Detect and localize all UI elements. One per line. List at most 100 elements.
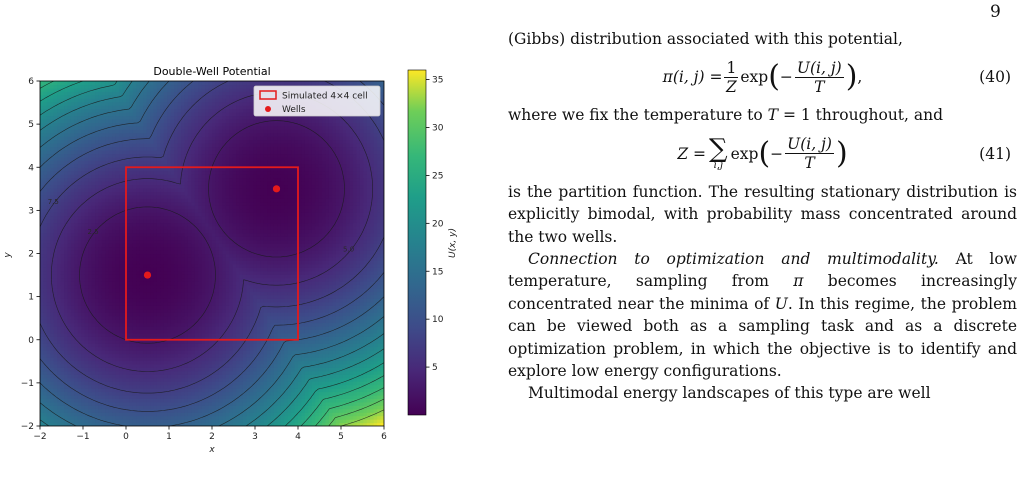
heat-cell: [57, 87, 62, 92]
heat-cell: [181, 184, 186, 189]
heat-cell: [112, 350, 117, 355]
heat-cell: [98, 212, 103, 217]
heat-cell: [146, 322, 151, 327]
heat-cell: [198, 153, 203, 158]
heat-cell: [143, 381, 148, 386]
heat-cell: [91, 194, 96, 199]
heat-cell: [132, 184, 137, 189]
heat-cell: [122, 205, 127, 210]
heat-cell: [46, 267, 51, 272]
heat-cell: [64, 267, 69, 272]
heat-cell: [187, 357, 192, 362]
heat-cell: [105, 332, 110, 337]
heat-cell: [119, 260, 124, 265]
heat-cell: [126, 394, 131, 399]
heat-cell: [57, 308, 62, 313]
heat-cell: [146, 336, 151, 341]
heat-cell: [98, 263, 103, 268]
heat-cell: [126, 156, 131, 161]
heat-cell: [205, 394, 210, 399]
heat-cell: [150, 232, 155, 237]
heat-cell: [108, 236, 113, 241]
heat-cell: [46, 381, 51, 386]
heat-cell: [95, 370, 100, 375]
heat-cell: [156, 353, 161, 358]
heat-cell: [126, 229, 131, 234]
heat-cell: [143, 91, 148, 96]
heat-cell: [84, 146, 89, 151]
heat-cell: [105, 222, 110, 227]
heat-cell: [146, 398, 151, 403]
heat-cell: [170, 405, 175, 410]
heat-cell: [181, 370, 186, 375]
heat-cell: [81, 239, 86, 244]
heat-cell: [67, 201, 72, 206]
heat-cell: [146, 256, 151, 261]
heat-cell: [105, 308, 110, 313]
heat-cell: [88, 401, 93, 406]
heat-cell: [43, 146, 48, 151]
heat-cell: [64, 312, 69, 317]
heat-cell: [105, 277, 110, 282]
heat-cell: [146, 225, 151, 230]
heat-cell: [205, 332, 210, 337]
heat-cell: [101, 374, 106, 379]
heat-cell: [129, 415, 134, 420]
heat-cell: [163, 98, 168, 103]
heat-cell: [198, 253, 203, 258]
heat-cell: [64, 253, 69, 258]
heat-cell: [43, 284, 48, 289]
heat-cell: [60, 94, 65, 99]
heat-cell: [187, 370, 192, 375]
heat-cell: [70, 160, 75, 165]
heat-cell: [146, 388, 151, 393]
heat-cell: [74, 401, 79, 406]
heat-cell: [150, 277, 155, 282]
heat-cell: [53, 81, 58, 86]
heat-cell: [53, 115, 58, 120]
heat-cell: [187, 284, 192, 289]
heat-cell: [122, 270, 127, 275]
heat-cell: [119, 167, 124, 172]
heat-cell: [174, 156, 179, 161]
heat-cell: [84, 339, 89, 344]
heat-cell: [43, 377, 48, 382]
heat-cell: [112, 308, 117, 313]
heat-cell: [132, 291, 137, 296]
heat-cell: [170, 101, 175, 106]
heat-cell: [167, 346, 172, 351]
heat-cell: [167, 339, 172, 344]
heat-cell: [184, 236, 189, 241]
heat-cell: [115, 156, 120, 161]
heat-cell: [50, 177, 55, 182]
heat-cell: [150, 201, 155, 206]
heat-cell: [40, 277, 45, 282]
heat-cell: [187, 198, 192, 203]
heat-cell: [70, 194, 75, 199]
heat-cell: [81, 388, 86, 393]
heat-cell: [139, 122, 144, 127]
heat-cell: [74, 350, 79, 355]
heat-cell: [64, 405, 69, 410]
heat-cell: [136, 263, 141, 268]
heat-cell: [181, 267, 186, 272]
heat-cell: [40, 398, 45, 403]
heat-cell: [67, 194, 72, 199]
heat-cell: [81, 236, 86, 241]
heat-cell: [77, 225, 82, 230]
heat-cell: [153, 129, 158, 134]
heat-cell: [46, 94, 51, 99]
heat-cell: [136, 267, 141, 272]
heat-cell: [46, 84, 51, 89]
heat-cell: [122, 294, 127, 299]
heat-cell: [184, 212, 189, 217]
heat-cell: [150, 388, 155, 393]
heat-cell: [201, 118, 206, 123]
heat-cell: [108, 281, 113, 286]
heat-cell: [201, 384, 206, 389]
heat-cell: [170, 156, 175, 161]
heat-cell: [60, 174, 65, 179]
heat-cell: [153, 263, 158, 268]
heat-cell: [46, 198, 51, 203]
heat-cell: [112, 246, 117, 251]
